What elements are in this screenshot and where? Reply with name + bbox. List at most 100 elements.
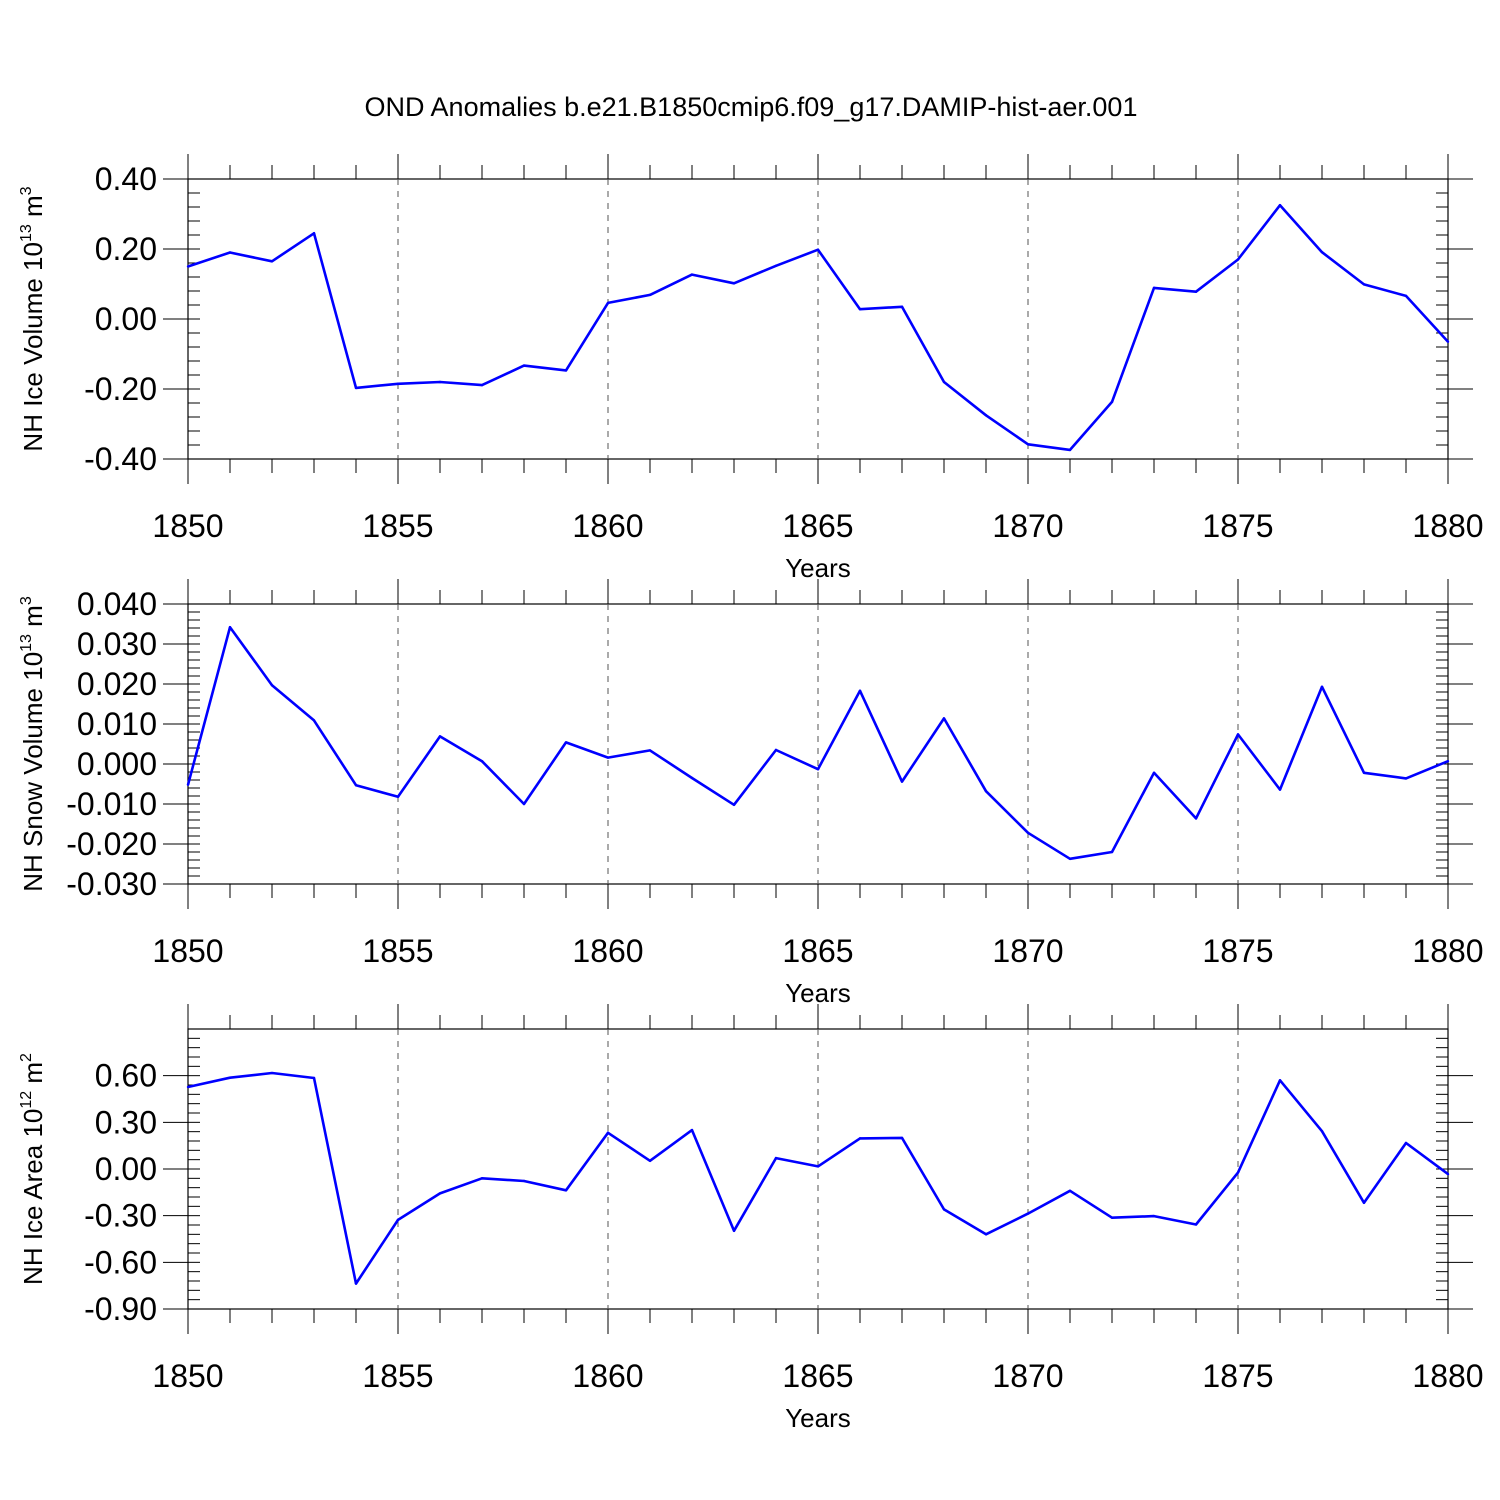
ice-volume-data-point <box>1194 290 1198 293</box>
ice-volume-yaxis-title: NH Ice Volume 1013 m3 <box>18 186 48 451</box>
ice-area-xtick-label: 1860 <box>572 1358 643 1394</box>
ice-area-xtick-label: 1875 <box>1202 1358 1273 1394</box>
snow-volume-data-point <box>1152 771 1156 774</box>
snow-volume-data-point <box>774 748 778 752</box>
ice-area-ytick-label: -0.30 <box>84 1198 157 1234</box>
ice-volume-data-point <box>354 386 358 390</box>
snow-volume-data-point <box>228 626 232 629</box>
snow-volume-data-point <box>942 717 946 720</box>
snow-volume-ytick-label: -0.030 <box>66 866 157 902</box>
ice-volume-xtick-label: 1850 <box>152 508 223 544</box>
ice-volume-data-point <box>606 301 610 305</box>
snow-volume-ytick-label: 0.020 <box>77 666 157 702</box>
snow-volume-xtick-label: 1865 <box>782 933 853 969</box>
ice-volume-ytick-label: 0.40 <box>95 161 157 197</box>
ice-area-xtick-label: 1855 <box>362 1358 433 1394</box>
ice-area-data-point <box>1026 1212 1030 1215</box>
snow-volume-data-point <box>522 802 526 806</box>
ice-area-data-point <box>1362 1201 1366 1204</box>
ice-area-ytick-label: -0.60 <box>84 1244 157 1280</box>
snow-volume-data-point <box>438 735 442 738</box>
snow-volume-data-point <box>690 776 694 780</box>
ice-volume-xtick-label: 1875 <box>1202 508 1273 544</box>
snow-volume-xtick-label: 1870 <box>992 933 1063 969</box>
snow-volume-yaxis-title: NH Snow Volume 1013 m3 <box>18 596 48 892</box>
ice-volume-data-point <box>732 282 736 285</box>
snow-volume-data-point <box>312 719 316 722</box>
ice-volume-data-point <box>312 232 316 235</box>
ice-volume-xtick-label: 1880 <box>1412 508 1483 544</box>
snow-volume-xtick-label: 1850 <box>152 933 223 969</box>
ice-volume-data-point <box>648 293 652 297</box>
ice-volume-xtick-label: 1865 <box>782 508 853 544</box>
ice-volume-xtick-label: 1855 <box>362 508 433 544</box>
ice-area-data-point <box>480 1177 484 1180</box>
snow-volume-xaxis-title: Years <box>785 978 851 1008</box>
ice-area-data-point <box>354 1282 358 1285</box>
ice-area-ytick-label: 0.00 <box>95 1151 157 1187</box>
ice-volume-data-point <box>1026 443 1030 446</box>
ice-volume-data-point <box>1278 204 1282 207</box>
ice-volume-data-point <box>186 265 190 268</box>
ice-area-xtick-label: 1870 <box>992 1358 1063 1394</box>
ice-area-data-point <box>1320 1130 1324 1133</box>
ice-volume-data-point <box>564 369 568 372</box>
ice-volume-ytick-label: -0.20 <box>84 371 157 407</box>
ice-area-data-point <box>564 1189 568 1192</box>
snow-volume-ytick-label: -0.020 <box>66 826 157 862</box>
snow-volume-data-point <box>732 803 736 806</box>
ice-volume-data-point <box>942 380 946 384</box>
ice-area-data-point <box>1404 1141 1408 1145</box>
ice-area-data-point <box>774 1156 778 1160</box>
snow-volume-data-point <box>1278 788 1282 791</box>
ice-area-xtick-label: 1880 <box>1412 1358 1483 1394</box>
ice-area-data-point <box>690 1128 694 1132</box>
ice-area-ytick-label: 0.30 <box>95 1104 157 1140</box>
snow-volume-data-point <box>900 780 904 783</box>
ice-volume-data-point <box>1110 400 1114 404</box>
ice-area-data-point <box>438 1192 442 1195</box>
snow-volume-xtick-label: 1880 <box>1412 933 1483 969</box>
ice-volume-data-point <box>1152 286 1156 290</box>
snow-volume-data-point <box>1068 857 1072 860</box>
ice-area-data-point <box>900 1136 904 1140</box>
ice-area-ytick-label: 0.60 <box>95 1058 157 1094</box>
ice-area-panel: 0.60 0.30 0.00 -0.30 -0.60 -0.90 1850 1855 1860 1… <box>18 1004 1484 1433</box>
ice-area-ytick-label: -0.90 <box>84 1291 157 1327</box>
ice-volume-ytick-label: -0.40 <box>84 441 157 477</box>
ice-volume-data-point <box>774 264 778 267</box>
ice-area-data-point <box>648 1159 652 1162</box>
ice-area-data-point <box>1068 1189 1072 1192</box>
ice-area-data-point <box>1110 1216 1114 1219</box>
snow-volume-data-point <box>816 768 820 771</box>
ice-volume-data-point <box>522 364 526 367</box>
ice-volume-ytick-label: 0.00 <box>95 301 157 337</box>
ice-volume-data-point <box>1404 294 1408 298</box>
ice-volume-data-point <box>1446 340 1450 343</box>
ice-volume-data-point <box>480 383 484 387</box>
snow-volume-ytick-label: 0.000 <box>77 746 157 782</box>
ice-area-data-point <box>1194 1223 1198 1226</box>
ice-area-data-point <box>858 1137 862 1140</box>
ice-area-data-point <box>1446 1172 1450 1176</box>
ice-volume-xtick-label: 1860 <box>572 508 643 544</box>
ice-area-data-point <box>1152 1214 1156 1218</box>
snow-volume-data-point <box>1194 817 1198 820</box>
snow-volume-ytick-label: 0.040 <box>77 586 157 622</box>
ice-volume-data-point <box>1362 283 1366 286</box>
ice-area-data-point <box>522 1179 526 1183</box>
ice-volume-data-point <box>984 414 988 417</box>
ice-area-xtick-label: 1865 <box>782 1358 853 1394</box>
snow-volume-data-point <box>564 741 568 744</box>
snow-volume-data-point <box>1404 777 1408 780</box>
ice-volume-ytick-label: 0.20 <box>95 231 157 267</box>
ice-area-data-point <box>228 1076 232 1079</box>
snow-volume-data-point <box>354 784 358 787</box>
ice-area-data-point <box>396 1218 400 1222</box>
snow-volume-data-point <box>1026 831 1030 834</box>
snow-volume-ytick-label: 0.030 <box>77 626 157 662</box>
ice-area-data-point <box>270 1071 274 1075</box>
snow-volume-data-point <box>186 783 190 786</box>
ice-volume-data-point <box>270 260 274 263</box>
ice-area-data-point <box>312 1076 316 1080</box>
